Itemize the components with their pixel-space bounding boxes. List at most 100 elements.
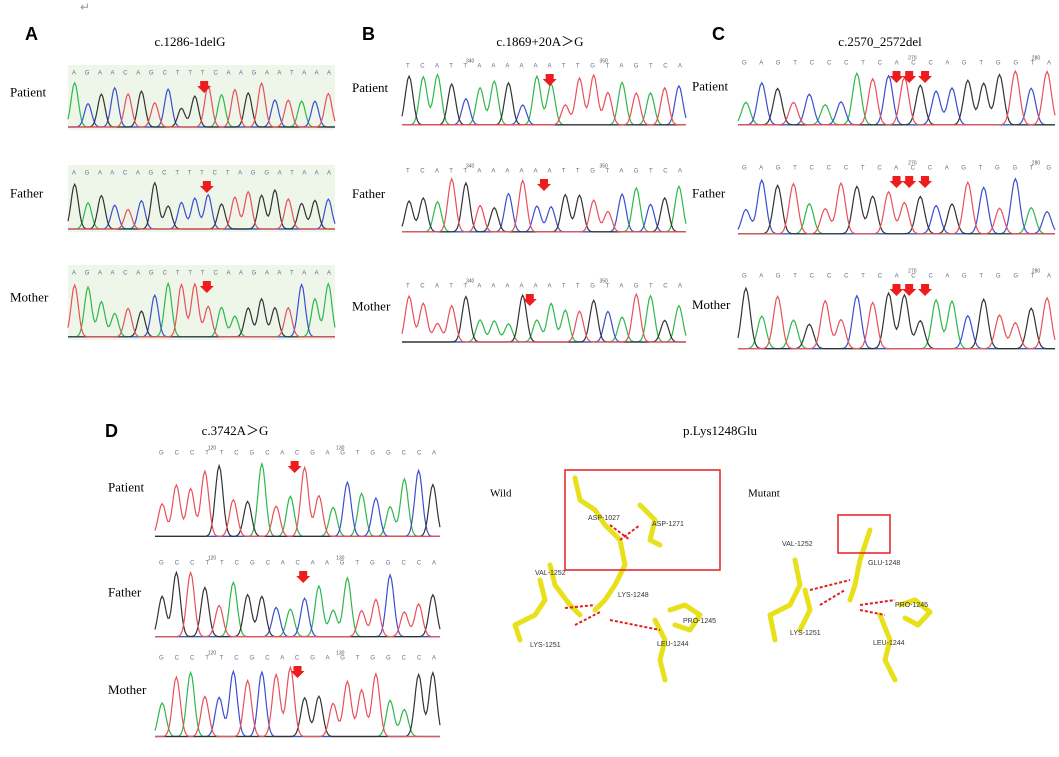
trace: [68, 190, 335, 230]
row-label: Mother: [108, 682, 147, 697]
mutant-label: Mutant: [748, 488, 780, 500]
structure-title: p.Lys1248Glu: [683, 423, 758, 438]
trace-background: [68, 265, 335, 340]
trace: [155, 665, 440, 738]
position-tick: 120: [208, 650, 217, 656]
row-label: Patient: [352, 80, 388, 95]
arrow: [918, 176, 933, 188]
arrow: [290, 666, 305, 678]
sequence: G C C T T C G C A C G A G T G G C C A: [159, 451, 436, 457]
wild-label: Wild: [490, 488, 512, 500]
panel-label: D: [105, 421, 118, 441]
position-tick: 120: [208, 445, 217, 451]
arrow: [522, 294, 537, 306]
arrow: [902, 71, 917, 83]
panel-title: c.1869+20A＞G: [496, 34, 583, 49]
sequence: G A G T C C C T C A C C A G T G G T A: [742, 61, 1051, 67]
row-label: Father: [692, 185, 726, 200]
trace: [154, 465, 440, 537]
sequence: A G A A C A G C T T T C T A G G A T A A …: [72, 171, 331, 177]
residue-label: VAL-1252: [782, 541, 813, 548]
residue-label: VAL-1252: [535, 570, 566, 577]
mutant-structure: [767, 514, 933, 683]
row-label: Patient: [10, 84, 46, 99]
position-tick: 270: [908, 268, 917, 274]
position-tick: 280: [1032, 55, 1041, 61]
arrow: [199, 281, 214, 293]
wild-structure: [512, 469, 721, 683]
position-tick: 340: [466, 58, 475, 64]
trace: [738, 294, 1056, 350]
row-label: Mother: [692, 297, 731, 312]
row-label: Patient: [108, 479, 144, 494]
arrow: [542, 74, 557, 86]
residue-label: PRO-1245: [683, 618, 716, 625]
row-label: Patient: [692, 78, 728, 93]
panel-label: B: [362, 24, 375, 44]
residue-label: GLU-1248: [868, 560, 900, 567]
position-tick: 280: [1032, 160, 1041, 166]
sequence: A G A A C A G C T T T C A A G A A T A A …: [72, 271, 331, 277]
residue-label: ASP-1027: [588, 515, 620, 522]
arrow: [889, 176, 904, 188]
residue-label: PRO-1245: [895, 602, 928, 609]
position-tick: 270: [908, 160, 917, 166]
position-tick: 130: [336, 555, 345, 561]
position-tick: 280: [1032, 268, 1041, 274]
position-tick: 350: [599, 58, 608, 64]
arrow: [296, 571, 311, 583]
residue-label: ASP-1271: [652, 521, 684, 528]
trace: [738, 73, 1055, 126]
panel-title: c.3742A＞G: [202, 423, 269, 438]
residue-label: LYS-1248: [618, 592, 649, 599]
trace: [68, 81, 336, 128]
trace: [738, 184, 1055, 235]
position-tick: 340: [466, 163, 475, 169]
arrow: [287, 461, 302, 473]
arrow: [902, 284, 917, 296]
arrow: [537, 179, 551, 191]
trace: [402, 73, 686, 126]
position-tick: 350: [599, 163, 608, 169]
residue-label: LYS-1251: [790, 630, 821, 637]
arrow: [889, 71, 904, 83]
arrow: [918, 71, 933, 83]
trace: [738, 180, 1055, 235]
residue-label: LEU-1244: [873, 640, 905, 647]
row-label: Mother: [352, 298, 391, 313]
residue-label: LEU-1244: [657, 641, 689, 648]
trace: [67, 282, 335, 338]
residue-label: LYS-1251: [530, 642, 561, 649]
sequence: G A G T C C C T C A C C A G T G G T G: [742, 166, 1051, 172]
trace: [401, 292, 686, 343]
row-label: Father: [10, 185, 44, 200]
panel-title: c.2570_2572del: [838, 34, 922, 49]
row-label: Father: [352, 186, 386, 201]
arrow: [902, 176, 917, 188]
sequence: G C C T T C G C A C G A G T G G C C A: [159, 656, 436, 662]
return-mark: ↵: [80, 0, 90, 14]
position-tick: 350: [599, 278, 608, 284]
trace: [155, 570, 440, 638]
panel-label: C: [712, 24, 725, 44]
sequence: G C C T T C G C A C A A G T G G C C A: [159, 561, 436, 567]
panel-title: c.1286-1delG: [154, 34, 225, 49]
position-tick: 130: [336, 445, 345, 451]
position-tick: 120: [208, 555, 217, 561]
trace-background: [738, 268, 1055, 352]
trace: [402, 177, 686, 233]
position-tick: 130: [336, 650, 345, 656]
position-tick: 340: [466, 278, 475, 284]
panel-label: A: [25, 24, 38, 44]
arrow: [918, 284, 933, 296]
row-label: Father: [108, 584, 142, 599]
sequence: A G A A C A G C T T T C A A G A A T A A …: [72, 71, 331, 77]
trace: [738, 69, 1056, 126]
trace-background: [738, 160, 1055, 237]
arrow: [199, 181, 214, 193]
trace-background: [68, 165, 335, 232]
row-label: Mother: [10, 289, 49, 304]
position-tick: 270: [908, 55, 917, 61]
arrow: [197, 81, 212, 93]
